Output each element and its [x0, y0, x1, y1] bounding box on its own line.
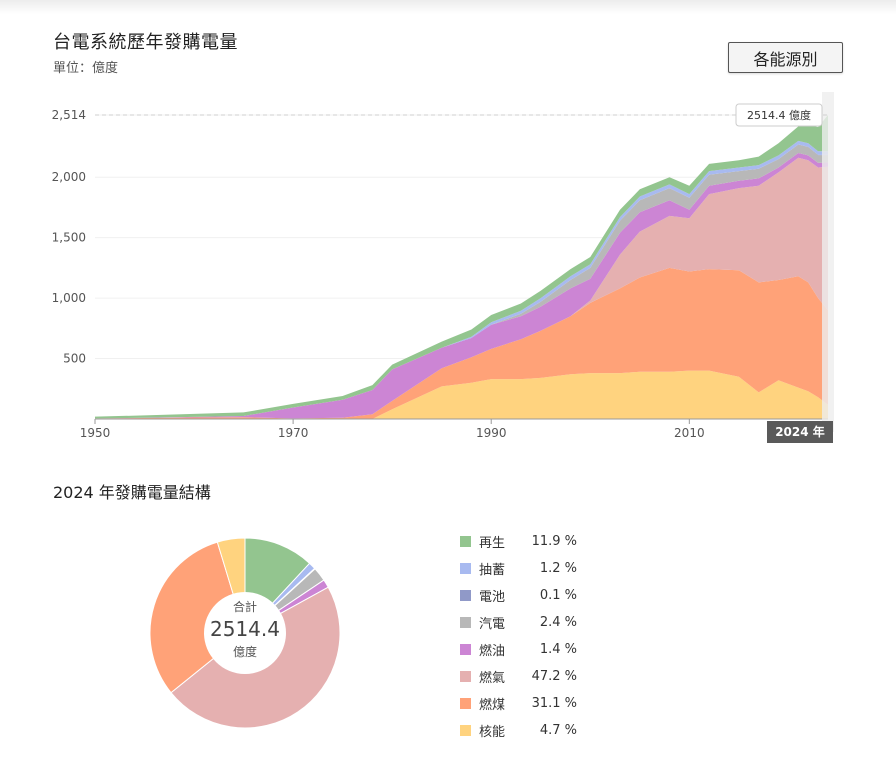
legend-item-gas[interactable]: 燃氣 47.2 % — [460, 663, 577, 690]
pie-center-total: 2514.4 — [210, 617, 280, 641]
legend-value: 0.1 % — [539, 588, 577, 603]
y-tick-labels: 500 1,000 1,500 2,000 2,514 — [52, 108, 86, 365]
legend-swatch — [460, 563, 471, 574]
legend-swatch — [460, 617, 471, 628]
legend-item-oil[interactable]: 燃油 1.4 % — [460, 636, 577, 663]
pie-center-label: 合計 2514.4 億度 — [200, 598, 290, 660]
area-oil — [95, 153, 828, 419]
legend-item-pumped[interactable]: 抽蓄 1.2 % — [460, 555, 577, 582]
legend-swatch — [460, 590, 471, 601]
source-filter-button[interactable]: 各能源別 — [728, 42, 843, 73]
legend-value: 47.2 % — [531, 669, 577, 684]
legend-value: 4.7 % — [539, 723, 577, 738]
pie-center-caption: 合計 — [232, 600, 257, 614]
donut-hole — [204, 592, 286, 674]
legend-item-nuclear[interactable]: 核能 4.7 % — [460, 717, 577, 744]
legend-label: 核能 — [479, 725, 506, 740]
value-tooltip — [735, 103, 823, 127]
legend-swatch — [460, 644, 471, 655]
x-tick-label: 1950 — [80, 426, 111, 440]
area-chart[interactable]: 500 1,000 1,500 2,000 2,514 1950 1970 1990 2010… — [0, 80, 896, 450]
y-tick-label: 500 — [63, 352, 86, 366]
y-tick-label: 1,500 — [52, 231, 86, 245]
pie-slice-coal[interactable] — [149, 541, 246, 694]
legend-label: 汽電 — [479, 617, 506, 632]
area-nuclear — [95, 370, 828, 419]
legend-swatch — [460, 671, 471, 682]
pie-legend: 再生 11.9 % 抽蓄 1.2 % 電池 0.1 % 汽電 2.4 % 燃油 1.4 % 燃氣 47… — [460, 528, 577, 744]
top-shade — [0, 0, 896, 14]
legend-swatch — [460, 725, 471, 736]
x-tick-label: 2010 — [674, 426, 705, 440]
area-renewable — [95, 115, 828, 419]
legend-label: 電池 — [479, 590, 506, 605]
legend-value: 31.1 % — [531, 696, 577, 711]
pie-chart[interactable] — [145, 533, 345, 733]
legend-item-renewable[interactable]: 再生 11.9 % — [460, 528, 577, 555]
axes — [94, 418, 828, 424]
legend-value: 1.4 % — [539, 642, 577, 657]
legend-swatch — [460, 698, 471, 709]
legend-item-coal[interactable]: 燃煤 31.1 % — [460, 690, 577, 717]
page-title: 台電系統歷年發購電量 — [53, 32, 238, 53]
year-badge — [767, 421, 833, 443]
pie-title: 2024 年發購電量結構 — [53, 483, 211, 502]
area-cogen — [95, 144, 828, 419]
legend-label: 抽蓄 — [479, 563, 506, 578]
legend-value: 1.2 % — [539, 561, 577, 576]
legend-label: 燃油 — [479, 644, 506, 659]
legend-item-battery[interactable]: 電池 0.1 % — [460, 582, 577, 609]
hover-cursor: 2514.4 億度 2024 年 — [95, 92, 834, 443]
legend-item-cogen[interactable]: 汽電 2.4 % — [460, 609, 577, 636]
legend-label: 再生 — [479, 536, 506, 551]
y-tick-label: 2,000 — [52, 170, 86, 184]
pie-center-unit: 億度 — [232, 645, 257, 659]
value-tooltip-text: 2514.4 億度 — [747, 108, 811, 122]
legend-label: 燃氣 — [479, 671, 506, 686]
unit-label: 單位：億度 — [53, 61, 119, 76]
area-coal — [95, 267, 828, 419]
y-tick-label: 1,000 — [52, 291, 86, 305]
legend-value: 2.4 % — [539, 615, 577, 630]
y-tick-label: 2,514 — [52, 108, 86, 122]
legend-swatch — [460, 536, 471, 547]
legend-label: 燃煤 — [479, 698, 506, 713]
stacked-areas — [95, 115, 828, 419]
year-badge-text: 2024 年 — [775, 424, 825, 439]
area-pumped — [95, 140, 828, 419]
x-tick-label: 1970 — [278, 426, 309, 440]
x-tick-label: 1990 — [476, 426, 507, 440]
legend-value: 11.9 % — [531, 534, 577, 549]
x-tick-labels: 1950 1970 1990 2010 — [80, 426, 705, 440]
hover-band — [822, 92, 834, 432]
